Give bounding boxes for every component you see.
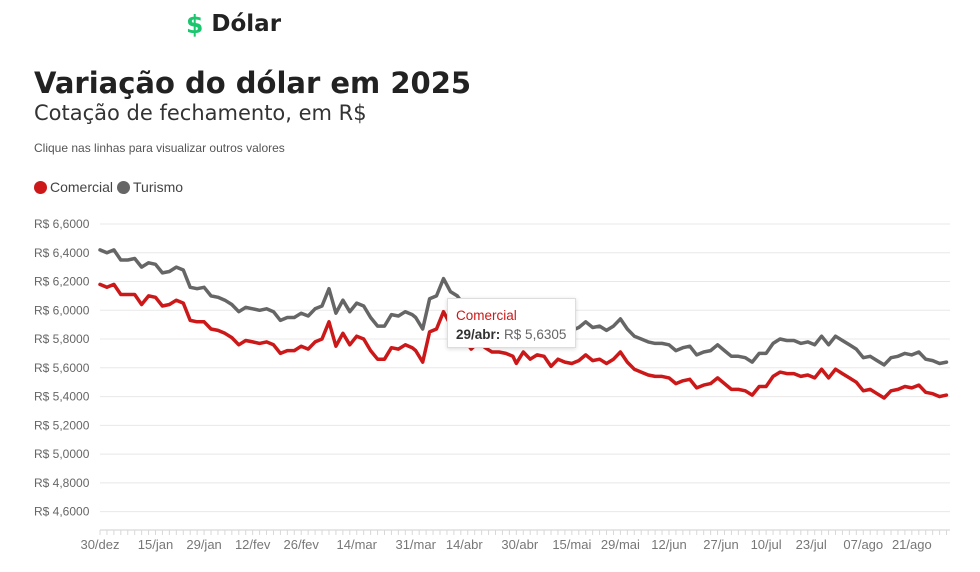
x-tick-label: 14/abr xyxy=(446,537,484,552)
series-line-comercial xyxy=(98,282,949,400)
x-tick-label: 07/ago xyxy=(843,537,883,552)
legend: Comercial Turismo xyxy=(34,179,183,195)
x-tick-label: 30/dez xyxy=(80,537,119,552)
tooltip: Comercial 29/abr: R$ 5,6305 xyxy=(447,298,577,348)
x-tick-label: 26/fev xyxy=(284,537,320,552)
y-tick-label: R$ 6,4000 xyxy=(34,246,90,260)
tooltip-date: 29/abr: xyxy=(456,327,501,342)
x-tick-label: 21/ago xyxy=(892,537,932,552)
dollar-icon: $ xyxy=(186,10,204,39)
x-tick-label: 12/fev xyxy=(235,537,271,552)
x-tick-label: 15/jan xyxy=(138,537,173,552)
y-tick-label: R$ 6,6000 xyxy=(34,217,90,231)
y-tick-label: R$ 6,2000 xyxy=(34,275,90,289)
x-tick-label: 30/abr xyxy=(501,537,539,552)
x-tick-label: 29/mai xyxy=(601,537,640,552)
legend-item-comercial[interactable]: Comercial xyxy=(34,179,113,195)
chart-subtitle: Cotação de fechamento, em R$ xyxy=(34,101,367,125)
x-tick-label: 14/mar xyxy=(337,537,378,552)
chart-hint: Clique nas linhas para visualizar outros… xyxy=(34,141,285,155)
y-tick-label: R$ 5,4000 xyxy=(34,390,90,404)
chart-title: Variação do dólar em 2025 xyxy=(34,66,472,100)
legend-label-comercial: Comercial xyxy=(50,179,114,195)
y-tick-label: R$ 4,8000 xyxy=(34,476,90,490)
x-tick-label: 15/mai xyxy=(552,537,591,552)
x-tick-label: 31/mar xyxy=(395,537,436,552)
y-tick-label: R$ 5,6000 xyxy=(34,361,90,375)
y-tick-label: R$ 6,0000 xyxy=(34,303,90,317)
x-tick-label: 23/jul xyxy=(796,537,827,552)
brand: $ Dólar xyxy=(186,12,281,37)
y-tick-label: R$ 4,6000 xyxy=(34,505,90,519)
legend-item-turismo[interactable]: Turismo xyxy=(117,179,183,195)
y-tick-label: R$ 5,8000 xyxy=(34,332,90,346)
tooltip-value: R$ 5,6305 xyxy=(504,327,567,342)
x-tick-label: 27/jun xyxy=(703,537,738,552)
x-tick-label: 10/jul xyxy=(751,537,782,552)
legend-dot-comercial xyxy=(34,180,47,194)
y-tick-label: R$ 5,2000 xyxy=(34,418,90,432)
y-tick-label: R$ 5,0000 xyxy=(34,447,90,461)
tooltip-series: Comercial xyxy=(456,308,517,323)
brand-name: Dólar xyxy=(211,11,282,37)
x-tick-label: 12/jun xyxy=(651,537,686,552)
legend-dot-turismo xyxy=(117,180,131,194)
legend-label-turismo: Turismo xyxy=(133,179,184,195)
x-tick-label: 29/jan xyxy=(186,537,221,552)
